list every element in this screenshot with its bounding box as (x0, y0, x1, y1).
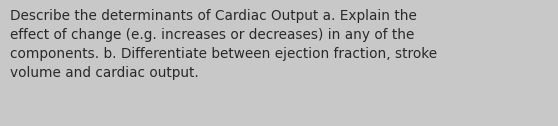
Text: Describe the determinants of Cardiac Output a. Explain the
effect of change (e.g: Describe the determinants of Cardiac Out… (10, 9, 437, 80)
